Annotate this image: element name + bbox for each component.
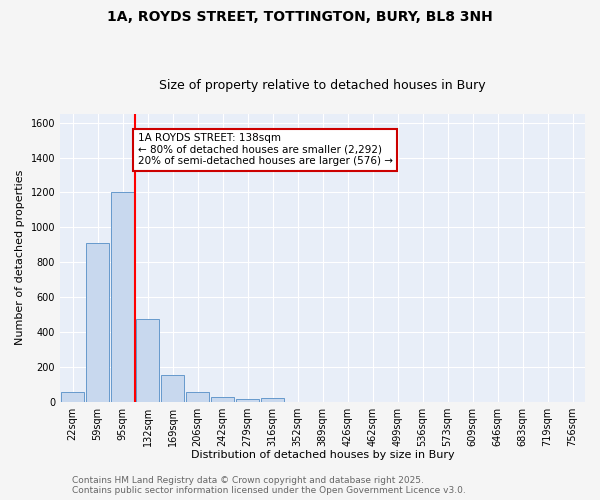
Bar	[211, 396, 234, 402]
X-axis label: Distribution of detached houses by size in Bury: Distribution of detached houses by size …	[191, 450, 454, 460]
Text: 1A, ROYDS STREET, TOTTINGTON, BURY, BL8 3NH: 1A, ROYDS STREET, TOTTINGTON, BURY, BL8 …	[107, 10, 493, 24]
Text: 1A ROYDS STREET: 138sqm
← 80% of detached houses are smaller (2,292)
20% of semi: 1A ROYDS STREET: 138sqm ← 80% of detache…	[137, 133, 392, 166]
Title: Size of property relative to detached houses in Bury: Size of property relative to detached ho…	[159, 79, 486, 92]
Bar	[236, 399, 259, 402]
Text: Contains HM Land Registry data © Crown copyright and database right 2025.
Contai: Contains HM Land Registry data © Crown c…	[72, 476, 466, 495]
Bar	[261, 398, 284, 402]
Bar	[161, 376, 184, 402]
Bar	[61, 392, 84, 402]
Y-axis label: Number of detached properties: Number of detached properties	[15, 170, 25, 346]
Bar	[86, 243, 109, 402]
Bar	[186, 392, 209, 402]
Bar	[111, 192, 134, 402]
Bar	[136, 319, 159, 402]
